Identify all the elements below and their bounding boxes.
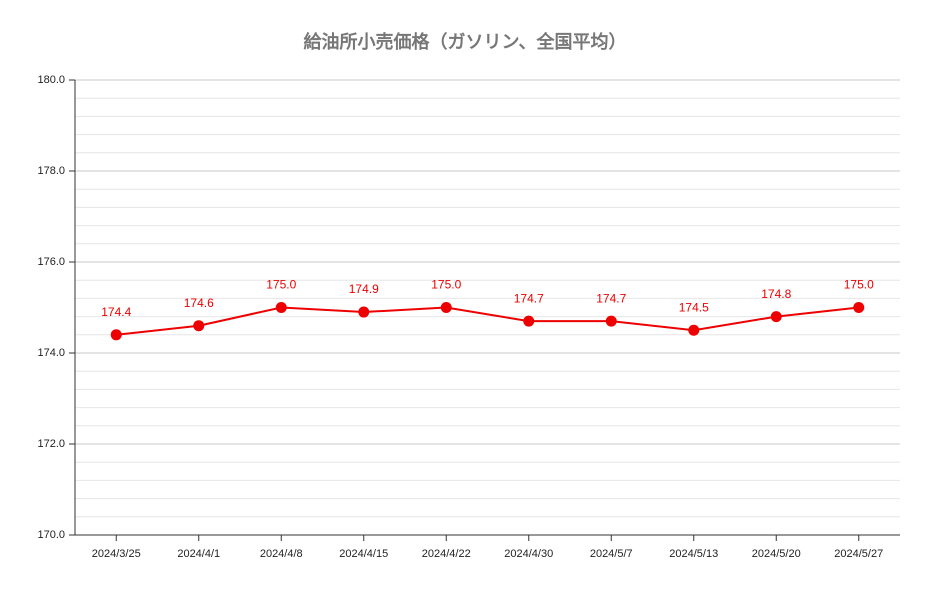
x-tick-label: 2024/5/27 bbox=[834, 548, 883, 560]
x-tick-label: 2024/4/22 bbox=[422, 548, 471, 560]
data-point bbox=[193, 320, 205, 332]
y-tick-label: 172.0 bbox=[37, 438, 65, 450]
x-tick-label: 2024/4/30 bbox=[504, 548, 553, 560]
data-point bbox=[770, 311, 782, 323]
value-label: 174.8 bbox=[761, 287, 791, 301]
series-line bbox=[116, 306, 859, 336]
y-tick-label: 174.0 bbox=[37, 347, 65, 359]
value-label: 175.0 bbox=[844, 278, 874, 292]
data-point bbox=[523, 315, 535, 327]
data-point bbox=[605, 315, 617, 327]
x-tick-label: 2024/3/25 bbox=[92, 548, 141, 560]
x-tick-label: 2024/4/1 bbox=[177, 548, 220, 560]
x-tick-label: 2024/5/20 bbox=[752, 548, 801, 560]
data-point bbox=[275, 302, 287, 313]
y-tick-label: 170.0 bbox=[37, 529, 65, 541]
y-tick-label: 178.0 bbox=[37, 165, 65, 177]
x-tick-label: 2024/5/7 bbox=[590, 548, 633, 560]
chart-title: 給油所小売価格（ガソリン、全国平均） bbox=[304, 31, 627, 52]
value-label: 174.7 bbox=[596, 291, 626, 305]
data-point bbox=[688, 324, 700, 336]
x-tick-label: 2024/5/13 bbox=[669, 548, 718, 560]
value-label: 174.7 bbox=[514, 291, 544, 305]
data-point bbox=[853, 302, 865, 313]
value-label: 174.5 bbox=[679, 300, 709, 314]
value-label: 174.4 bbox=[101, 305, 131, 319]
value-label: 175.0 bbox=[431, 278, 461, 292]
data-point bbox=[358, 306, 370, 318]
data-point bbox=[110, 329, 122, 341]
y-tick-label: 176.0 bbox=[37, 256, 65, 268]
x-tick-label: 2024/4/15 bbox=[339, 548, 388, 560]
x-tick-label: 2024/4/8 bbox=[260, 548, 303, 560]
data-point bbox=[440, 302, 452, 313]
value-label: 174.9 bbox=[349, 282, 379, 296]
value-label: 175.0 bbox=[266, 278, 296, 292]
y-tick-label: 180.0 bbox=[37, 74, 65, 86]
value-label: 174.6 bbox=[184, 296, 214, 310]
